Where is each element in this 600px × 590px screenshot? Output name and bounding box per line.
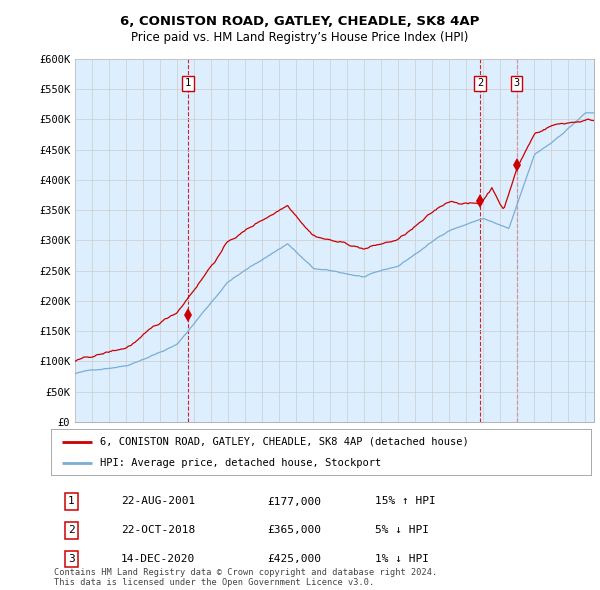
Text: 1: 1: [68, 497, 75, 506]
Text: £365,000: £365,000: [267, 526, 321, 535]
Text: 15% ↑ HPI: 15% ↑ HPI: [375, 497, 436, 506]
Text: 2: 2: [477, 78, 483, 88]
Text: 3: 3: [514, 78, 520, 88]
Text: 3: 3: [68, 555, 75, 564]
Text: Contains HM Land Registry data © Crown copyright and database right 2024.
This d: Contains HM Land Registry data © Crown c…: [54, 568, 437, 587]
Text: HPI: Average price, detached house, Stockport: HPI: Average price, detached house, Stoc…: [100, 458, 381, 468]
Text: 6, CONISTON ROAD, GATLEY, CHEADLE, SK8 4AP: 6, CONISTON ROAD, GATLEY, CHEADLE, SK8 4…: [121, 15, 479, 28]
Text: 1% ↓ HPI: 1% ↓ HPI: [375, 555, 429, 564]
Text: 2: 2: [68, 526, 75, 535]
Text: 5% ↓ HPI: 5% ↓ HPI: [375, 526, 429, 535]
Text: 6, CONISTON ROAD, GATLEY, CHEADLE, SK8 4AP (detached house): 6, CONISTON ROAD, GATLEY, CHEADLE, SK8 4…: [100, 437, 469, 447]
Text: Price paid vs. HM Land Registry’s House Price Index (HPI): Price paid vs. HM Land Registry’s House …: [131, 31, 469, 44]
Text: 22-AUG-2001: 22-AUG-2001: [121, 497, 196, 506]
Text: £177,000: £177,000: [267, 497, 321, 506]
Text: £425,000: £425,000: [267, 555, 321, 564]
Text: 1: 1: [185, 78, 191, 88]
Text: 14-DEC-2020: 14-DEC-2020: [121, 555, 196, 564]
Text: 22-OCT-2018: 22-OCT-2018: [121, 526, 196, 535]
